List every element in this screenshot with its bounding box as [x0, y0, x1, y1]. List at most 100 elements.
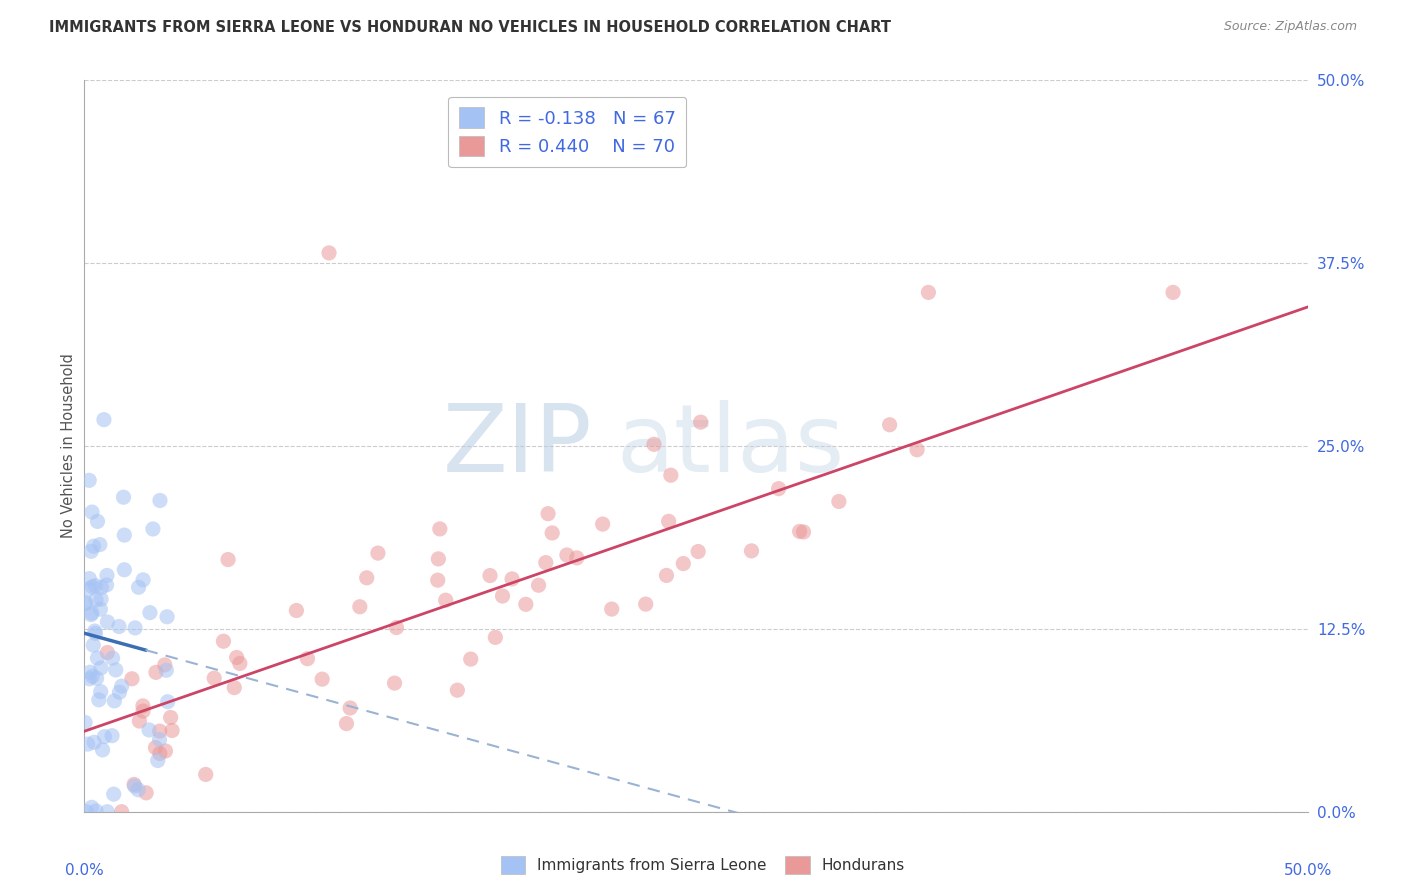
- Point: [80, 544, 103, 558]
- Point: [82, 580, 104, 594]
- Point: [139, 606, 162, 620]
- Point: [285, 603, 308, 617]
- Point: [80, 800, 103, 814]
- Point: [156, 609, 179, 624]
- Point: [534, 556, 557, 570]
- Point: [501, 572, 523, 586]
- Point: [112, 490, 135, 504]
- Y-axis label: No Vehicles in Household: No Vehicles in Household: [60, 353, 76, 539]
- Point: [96, 646, 118, 660]
- Point: [149, 493, 172, 508]
- Point: [600, 602, 623, 616]
- Point: [217, 552, 239, 566]
- Point: [145, 740, 167, 755]
- Point: [740, 544, 762, 558]
- Point: [76, 737, 98, 751]
- Point: [101, 651, 124, 665]
- Point: [83, 624, 105, 638]
- Point: [592, 517, 614, 532]
- Point: [658, 514, 681, 528]
- Point: [339, 701, 361, 715]
- Point: [385, 621, 408, 635]
- Point: [429, 522, 451, 536]
- Point: [75, 596, 97, 610]
- Text: ZIP: ZIP: [443, 400, 592, 492]
- Point: [124, 621, 146, 635]
- Point: [132, 573, 155, 587]
- Point: [80, 606, 103, 620]
- Point: [367, 546, 389, 560]
- Point: [349, 599, 371, 614]
- Point: [384, 676, 406, 690]
- Point: [121, 672, 143, 686]
- Point: [104, 663, 127, 677]
- Point: [86, 651, 108, 665]
- Legend: R = -0.138   N = 67, R = 0.440    N = 70: R = -0.138 N = 67, R = 0.440 N = 70: [449, 96, 686, 167]
- Point: [80, 607, 103, 622]
- Point: [905, 442, 928, 457]
- Point: [135, 786, 157, 800]
- Point: [83, 539, 105, 553]
- Point: [93, 412, 115, 426]
- Point: [93, 730, 115, 744]
- Point: [132, 704, 155, 718]
- Point: [73, 715, 96, 730]
- Point: [83, 735, 105, 749]
- Point: [484, 631, 506, 645]
- Point: [565, 550, 588, 565]
- Point: [155, 744, 177, 758]
- Point: [84, 626, 107, 640]
- Point: [311, 672, 333, 686]
- Point: [108, 685, 131, 699]
- Point: [537, 507, 560, 521]
- Point: [76, 805, 98, 819]
- Point: [541, 526, 564, 541]
- Point: [446, 683, 468, 698]
- Point: [132, 698, 155, 713]
- Point: [90, 581, 112, 595]
- Point: [90, 661, 112, 675]
- Point: [225, 650, 247, 665]
- Point: [103, 694, 125, 708]
- Point: [224, 681, 246, 695]
- Point: [145, 665, 167, 680]
- Point: [768, 482, 790, 496]
- Point: [96, 568, 118, 582]
- Point: [634, 597, 657, 611]
- Point: [146, 754, 169, 768]
- Point: [128, 714, 150, 728]
- Point: [229, 657, 252, 671]
- Point: [672, 557, 695, 571]
- Text: atlas: atlas: [616, 400, 845, 492]
- Point: [73, 596, 96, 610]
- Point: [96, 805, 118, 819]
- Point: [124, 779, 146, 793]
- Point: [86, 515, 108, 529]
- Point: [335, 716, 357, 731]
- Point: [917, 285, 939, 300]
- Point: [555, 548, 578, 562]
- Point: [96, 615, 118, 629]
- Point: [297, 651, 319, 665]
- Point: [89, 538, 111, 552]
- Point: [111, 805, 134, 819]
- Point: [643, 437, 665, 451]
- Point: [91, 743, 114, 757]
- Point: [427, 552, 450, 566]
- Point: [86, 671, 108, 685]
- Point: [101, 729, 124, 743]
- Point: [318, 246, 340, 260]
- Point: [212, 634, 235, 648]
- Point: [112, 528, 135, 542]
- Point: [84, 579, 107, 593]
- Point: [491, 589, 513, 603]
- Point: [426, 573, 449, 587]
- Point: [79, 572, 101, 586]
- Point: [89, 602, 111, 616]
- Point: [90, 592, 112, 607]
- Point: [527, 578, 550, 592]
- Point: [112, 563, 135, 577]
- Point: [434, 593, 457, 607]
- Legend: Immigrants from Sierra Leone, Hondurans: Immigrants from Sierra Leone, Hondurans: [495, 850, 911, 880]
- Point: [460, 652, 482, 666]
